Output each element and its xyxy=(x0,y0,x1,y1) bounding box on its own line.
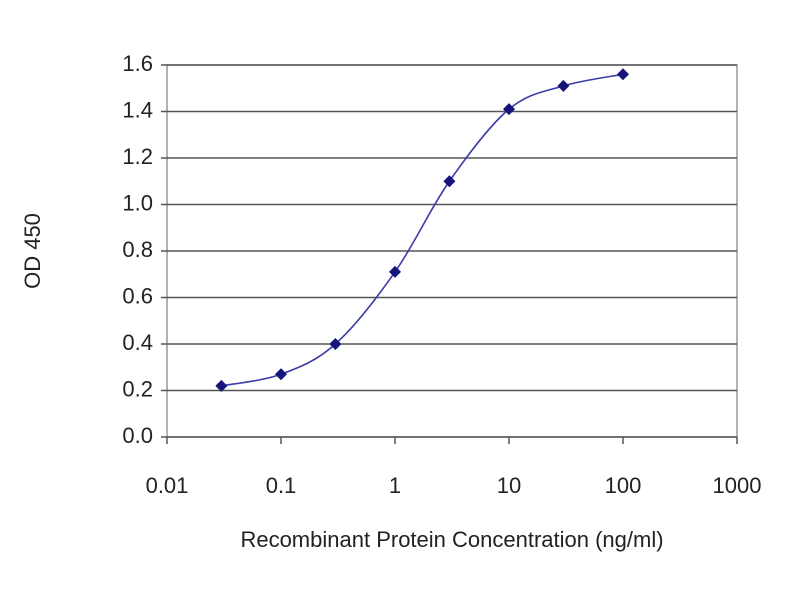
y-tick-label: 1.2 xyxy=(122,144,153,169)
x-tick-label: 1000 xyxy=(713,473,762,498)
y-tick-label: 0.2 xyxy=(122,376,153,401)
y-tick-label: 1.0 xyxy=(122,190,153,215)
data-point xyxy=(215,379,228,392)
data-point xyxy=(275,368,287,381)
x-axis-label: Recombinant Protein Concentration (ng/ml… xyxy=(240,527,663,552)
y-tick-label: 0.8 xyxy=(122,237,153,262)
data-point xyxy=(617,68,629,81)
y-tick-label: 0.4 xyxy=(122,330,153,355)
curve xyxy=(221,73,624,387)
y-tick-label: 0.0 xyxy=(122,423,153,448)
data-point xyxy=(557,79,570,92)
y-tick-label: 1.6 xyxy=(122,51,153,76)
data-point xyxy=(389,265,401,278)
x-tick-label: 10 xyxy=(497,473,521,498)
x-tick-label: 1 xyxy=(389,473,401,498)
x-tick-label: 0.01 xyxy=(146,473,189,498)
data-point xyxy=(329,338,342,350)
y-tick-label: 0.6 xyxy=(122,283,153,308)
y-tick-label: 1.4 xyxy=(122,97,153,122)
data-point xyxy=(443,175,456,188)
data-point xyxy=(503,103,515,116)
x-tick-label: 100 xyxy=(605,473,642,498)
x-tick-label: 0.1 xyxy=(266,473,297,498)
y-axis-label: OD 450 xyxy=(20,213,45,289)
